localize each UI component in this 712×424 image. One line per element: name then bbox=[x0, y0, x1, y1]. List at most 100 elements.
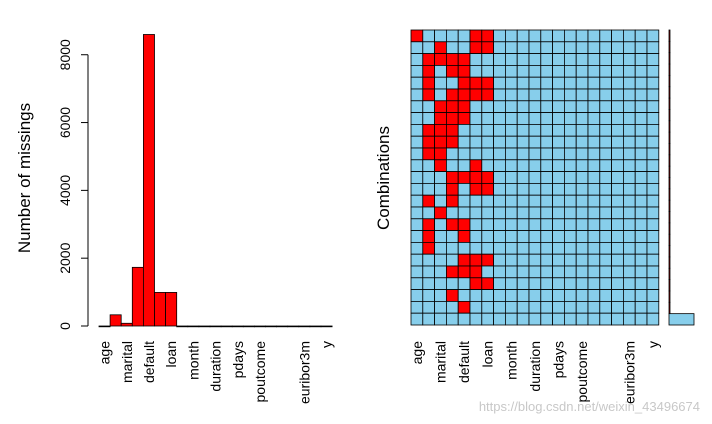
cell-r18-previous bbox=[564, 241, 577, 255]
cell-r4-age bbox=[410, 76, 424, 90]
cell-r10-default bbox=[457, 147, 471, 161]
cell-r1-housing bbox=[469, 41, 483, 54]
cell-r14-cons.conf.idx bbox=[611, 194, 624, 208]
cell-r9-loan bbox=[481, 135, 494, 149]
cell-r1-age bbox=[410, 41, 424, 54]
cell-r6-nr.employed bbox=[634, 100, 648, 114]
cell-r1-month bbox=[504, 41, 518, 54]
cell-r8-default bbox=[457, 124, 471, 137]
cell-r1-day_of_week bbox=[516, 41, 530, 54]
cell-r13-poutcome bbox=[575, 182, 589, 196]
cell-r8-duration bbox=[528, 124, 542, 137]
cell-r22-pdays bbox=[552, 289, 565, 302]
cell-r16-poutcome bbox=[575, 218, 589, 232]
cell-r3-emp.var.rate bbox=[587, 65, 601, 78]
right-x-label-y: y bbox=[645, 341, 661, 348]
cell-r21-age bbox=[410, 277, 424, 290]
cell-r15-euribor3m bbox=[623, 206, 636, 220]
cell-r8-y bbox=[646, 124, 660, 137]
cell-r0-marital bbox=[434, 29, 447, 43]
cell-r21-nr.employed bbox=[634, 277, 648, 290]
cell-r4-emp.var.rate bbox=[587, 76, 601, 90]
cell-r23-month bbox=[504, 300, 518, 314]
cell-r24-marital bbox=[434, 312, 447, 326]
bar-marital bbox=[120, 322, 133, 327]
cell-r23-emp.var.rate bbox=[587, 300, 601, 314]
cell-r15-nr.employed bbox=[634, 206, 648, 220]
cell-r23-housing bbox=[469, 300, 483, 314]
cell-r13-day_of_week bbox=[516, 182, 530, 196]
cell-r12-poutcome bbox=[575, 171, 589, 184]
cell-r7-housing bbox=[469, 112, 483, 125]
cell-r6-marital bbox=[434, 100, 447, 114]
cell-r21-housing bbox=[469, 277, 483, 290]
cell-r22-duration bbox=[528, 289, 542, 302]
cell-r6-education bbox=[445, 100, 459, 114]
cell-r9-euribor3m bbox=[623, 135, 636, 149]
cell-r16-cons.price.idx bbox=[599, 218, 612, 232]
cell-r1-duration bbox=[528, 41, 542, 54]
cell-r1-cons.conf.idx bbox=[611, 41, 624, 54]
cell-r8-loan bbox=[481, 124, 494, 137]
cell-r0-loan bbox=[481, 29, 494, 43]
bar-age bbox=[98, 325, 111, 328]
cell-r24-day_of_week bbox=[516, 312, 530, 326]
right-x-tick-labels: age marital default loan month duration pdays p… bbox=[409, 341, 661, 404]
frequency-bar-15 bbox=[668, 199, 671, 212]
cell-r8-cons.conf.idx bbox=[611, 124, 624, 137]
cell-r0-cons.conf.idx bbox=[611, 29, 624, 43]
cell-r5-job bbox=[422, 88, 435, 102]
cell-r7-cons.conf.idx bbox=[611, 112, 624, 125]
cell-r19-pdays bbox=[552, 253, 565, 267]
bar-housing bbox=[154, 292, 167, 327]
cell-r10-day_of_week bbox=[516, 147, 530, 161]
heatmap-cells bbox=[410, 29, 660, 326]
frequency-bar-0 bbox=[668, 29, 671, 42]
cell-r14-nr.employed bbox=[634, 194, 648, 208]
cell-r13-cons.conf.idx bbox=[611, 182, 624, 196]
cell-r15-loan bbox=[481, 206, 494, 220]
cell-r16-job bbox=[422, 218, 435, 232]
cell-r6-default bbox=[457, 100, 471, 114]
cell-r16-nr.employed bbox=[634, 218, 648, 232]
cell-r4-housing bbox=[469, 76, 483, 90]
cell-r1-loan bbox=[481, 41, 494, 54]
cell-r13-y bbox=[646, 182, 660, 196]
cell-r5-education bbox=[445, 88, 459, 102]
cell-r7-duration bbox=[528, 112, 542, 125]
cell-r8-poutcome bbox=[575, 124, 589, 137]
cell-r22-day_of_week bbox=[516, 289, 530, 302]
cell-r24-housing bbox=[469, 312, 483, 326]
bar-education bbox=[131, 266, 144, 327]
right-x-label-age: age bbox=[409, 341, 425, 365]
cell-r13-loan bbox=[481, 182, 494, 196]
bar-nr.employed bbox=[309, 325, 322, 328]
cell-r5-previous bbox=[564, 88, 577, 102]
cell-r12-euribor3m bbox=[623, 171, 636, 184]
cell-r23-loan bbox=[481, 300, 494, 314]
cell-r19-day_of_week bbox=[516, 253, 530, 267]
cell-r16-housing bbox=[469, 218, 483, 232]
cell-r11-poutcome bbox=[575, 159, 589, 173]
cell-r7-month bbox=[504, 112, 518, 125]
cell-r4-marital bbox=[434, 76, 447, 90]
cell-r13-month bbox=[504, 182, 518, 196]
cell-r10-education bbox=[445, 147, 459, 161]
cell-r12-day_of_week bbox=[516, 171, 530, 184]
cell-r17-job bbox=[422, 230, 435, 243]
cell-r1-euribor3m bbox=[623, 41, 636, 54]
cell-r5-marital bbox=[434, 88, 447, 102]
cell-r7-euribor3m bbox=[623, 112, 636, 125]
right-x-label-poutcome: poutcome bbox=[574, 341, 590, 403]
cell-r14-job bbox=[422, 194, 435, 208]
frequency-bar-22 bbox=[668, 279, 671, 292]
cell-r18-duration bbox=[528, 241, 542, 255]
cell-r12-pdays bbox=[552, 171, 565, 184]
cell-r12-marital bbox=[434, 171, 447, 184]
cell-r22-emp.var.rate bbox=[587, 289, 601, 302]
frequency-bar-21 bbox=[668, 267, 671, 281]
cell-r10-marital bbox=[434, 147, 447, 161]
cell-r1-job bbox=[422, 41, 435, 54]
cell-r6-pdays bbox=[552, 100, 565, 114]
cell-r2-marital bbox=[434, 53, 447, 66]
